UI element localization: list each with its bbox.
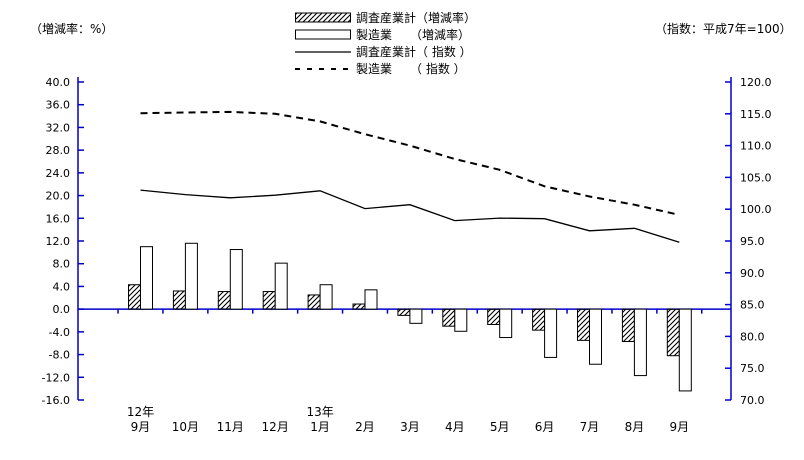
line-dashed	[140, 110, 680, 216]
legend-item-survey-total-rate: 調査産業計（増減率）	[294, 9, 476, 26]
bar-hatched-month-6	[397, 308, 411, 316]
bar-hatched-month-7	[442, 308, 456, 327]
left-axis-tick-label: 8.0	[53, 258, 71, 271]
solid-line-swatch-icon	[295, 51, 351, 53]
legend-label-manufacturing-index: 製造業 （ 指数 ）	[356, 62, 466, 76]
bar-white-month-5	[364, 289, 378, 310]
bar-white-month-12	[678, 308, 692, 392]
bar-hatched-month-3	[262, 291, 276, 310]
x-axis-year-label: 12年	[127, 405, 154, 419]
bar-hatched-month-8	[487, 308, 501, 325]
legend-label-survey-total-rate: 調査産業計（増減率）	[356, 11, 477, 25]
bar-hatched-month-0	[128, 284, 141, 310]
bar-white-month-0	[140, 246, 153, 310]
bar-hatched-month-12	[666, 308, 680, 357]
left-axis-tick-label: 4.0	[53, 280, 71, 293]
bar-hatched-month-4	[307, 294, 321, 310]
x-axis-month-label: 6月	[535, 420, 555, 434]
x-axis-month-label: 12月	[262, 420, 289, 434]
right-axis-tick-label: 105.0	[740, 171, 772, 184]
right-axis-tick-label: 95.0	[740, 235, 765, 248]
bar-white-month-11	[633, 308, 647, 377]
right-axis-tick-label: 80.0	[740, 330, 765, 343]
x-axis-month-label: 7月	[580, 420, 600, 434]
legend-label-manufacturing-rate: 製造業 （増減率）	[356, 28, 471, 42]
right-axis-tick-label: 100.0	[740, 203, 772, 216]
left-axis-tick-label: 32.0	[46, 121, 71, 134]
legend-label-survey-total-index: 調査産業計（ 指数 ）	[356, 45, 472, 59]
bar-white-month-3	[274, 262, 288, 310]
bar-white-month-6	[409, 308, 423, 324]
hatched-bar-swatch-icon	[295, 12, 351, 23]
dashed-line-swatch-icon	[295, 68, 351, 70]
left-axis-tick-label: -12.0	[42, 371, 70, 384]
left-axis-tick-label: -16.0	[42, 394, 70, 407]
right-axis-tick-label: 75.0	[740, 362, 765, 375]
left-axis-tick-label: -4.0	[49, 326, 70, 339]
bar-hatched-month-11	[621, 308, 635, 343]
legend-item-survey-total-index: 調査産業計（ 指数 ）	[294, 43, 476, 60]
bar-white-month-9	[544, 308, 558, 358]
x-axis-year-label: 13年	[306, 405, 333, 419]
bar-white-month-10	[589, 308, 602, 365]
left-axis-tick-label: 36.0	[46, 99, 71, 112]
left-axis-tick-label: 0.0	[53, 303, 71, 316]
bar-white-month-1	[184, 242, 198, 310]
chart-legend: 調査産業計（増減率） 製造業 （増減率） 調査産業計（ 指数 ） 製造業 （ 指…	[294, 9, 476, 77]
bar-white-month-4	[319, 284, 333, 310]
left-axis-tick-label: -8.0	[49, 349, 70, 362]
left-axis-tick-label: 20.0	[46, 190, 71, 203]
right-axis-tick-label: 110.0	[740, 140, 772, 153]
x-axis-month-label: 10月	[172, 420, 199, 434]
left-axis-tick-label: 24.0	[46, 167, 71, 180]
left-axis-caption: （増減率：%）	[30, 22, 114, 36]
left-axis-tick-label: 28.0	[46, 144, 71, 157]
right-axis-tick-label: 85.0	[740, 299, 765, 312]
x-axis-month-label: 4月	[445, 420, 465, 434]
bar-hatched-month-9	[532, 308, 546, 331]
white-bar-swatch-icon	[295, 29, 351, 40]
bar-white-month-2	[229, 249, 243, 310]
bar-hatched-month-10	[577, 308, 590, 341]
x-axis-month-label: 2月	[355, 420, 375, 434]
right-axis-tick-label: 115.0	[740, 108, 772, 121]
x-axis-month-label: 8月	[625, 420, 645, 434]
right-axis-caption: （指数：平成7年=100）	[655, 22, 792, 36]
line-solid	[140, 189, 680, 243]
legend-item-manufacturing-index: 製造業 （ 指数 ）	[294, 60, 476, 77]
bar-hatched-month-5	[352, 303, 366, 310]
legend-item-manufacturing-rate: 製造業 （増減率）	[294, 26, 476, 43]
bar-hatched-month-2	[217, 291, 231, 310]
left-axis-tick-label: 12.0	[46, 235, 71, 248]
left-axis-tick-label: 40.0	[46, 76, 71, 89]
bar-white-month-7	[454, 308, 468, 332]
bar-hatched-month-1	[172, 290, 186, 310]
x-axis-month-label: 5月	[490, 420, 510, 434]
right-axis-tick-label: 70.0	[740, 394, 765, 407]
x-axis-month-label: 1月	[310, 420, 330, 434]
right-axis-tick-label: 120.0	[740, 76, 772, 89]
bar-white-month-8	[499, 308, 513, 339]
x-axis-month-label: 9月	[669, 420, 689, 434]
x-axis-month-label: 11月	[217, 420, 244, 434]
x-axis-month-label: 9月	[131, 420, 151, 434]
right-axis-tick-label: 90.0	[740, 267, 765, 280]
x-axis-month-label: 3月	[400, 420, 420, 434]
left-axis-tick-label: 16.0	[46, 212, 71, 225]
